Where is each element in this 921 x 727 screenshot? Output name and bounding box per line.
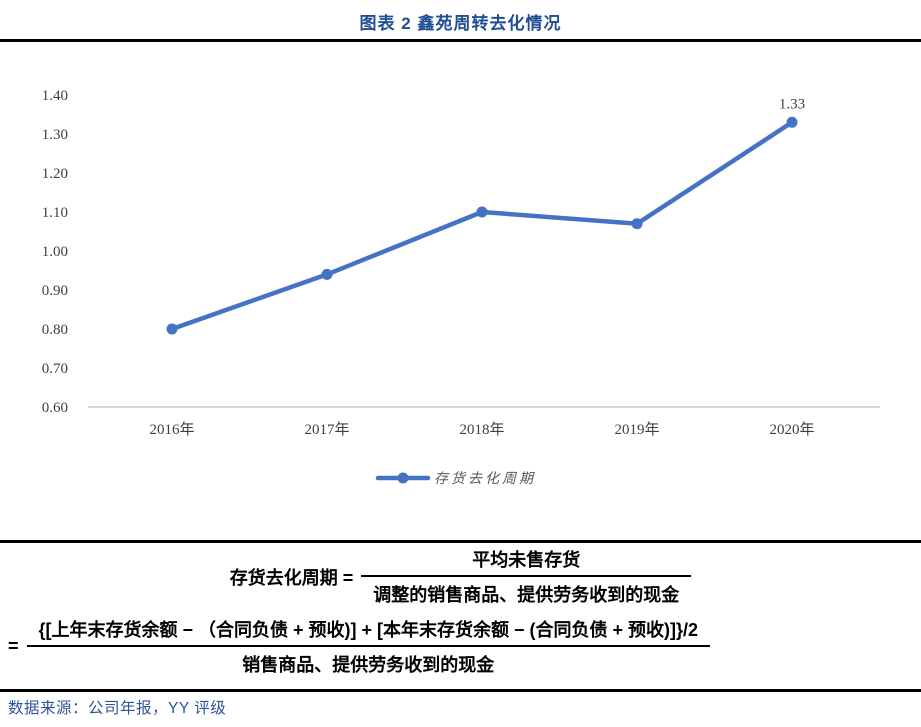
x-tick-label: 2020年 (769, 421, 814, 438)
y-tick-label: 0.60 (42, 400, 68, 416)
fraction-denominator: 销售商品、提供劳务收到的现金 (242, 655, 495, 675)
fraction: 平均未售存货 调整的销售商品、提供劳务收到的现金 (361, 546, 692, 607)
y-tick-label: 1.00 (42, 244, 68, 260)
data-point (166, 323, 178, 335)
formula-expansion: = {[上年末存货余额 − （合同负债 + 预收)] + [本年末存货余额 − … (0, 616, 921, 677)
formula-equals-sign: = (8, 636, 19, 656)
y-tick-label: 1.40 (42, 88, 68, 104)
figure-title: 图表 2 鑫苑周转去化情况 (359, 14, 562, 33)
fraction-numerator: {[上年末存货余额 − （合同负债 + 预收)] + [本年末存货余额 − (合… (26, 616, 711, 647)
data-point (476, 206, 488, 218)
y-tick-label: 1.10 (42, 205, 68, 221)
x-tick-label: 2018年 (459, 421, 504, 438)
x-tick-label: 2016年 (149, 421, 194, 438)
data-label: 1.33 (779, 96, 805, 112)
formula-definition: 存货去化周期 = 平均未售存货 调整的销售商品、提供劳务收到的现金 (0, 546, 921, 607)
y-tick-label: 1.30 (42, 127, 68, 143)
data-point (321, 268, 333, 280)
y-tick-label: 0.70 (42, 361, 68, 377)
data-point (786, 116, 798, 128)
legend-label: 存货去化周期 (434, 471, 536, 487)
chart-canvas: 1.40 1.30 1.20 1.10 1.00 0.90 0.80 0.70 0.60 2016… (42, 88, 880, 487)
x-tick-label: 2017年 (304, 421, 349, 438)
y-tick-label: 0.90 (42, 283, 68, 299)
title-divider (0, 39, 921, 42)
formula-divider (0, 689, 921, 692)
fraction: {[上年末存货余额 − （合同负债 + 预收)] + [本年末存货余额 − (合… (26, 616, 711, 677)
x-tick-label: 2019年 (614, 421, 659, 438)
formula-lhs: 存货去化周期 = (229, 567, 354, 588)
fraction-numerator: 平均未售存货 (361, 546, 692, 577)
y-tick-label: 0.80 (42, 322, 68, 338)
data-source: 数据来源：公司年报，YY 评级 (8, 700, 227, 717)
chart-divider (0, 540, 921, 543)
formula-block: 存货去化周期 = 平均未售存货 调整的销售商品、提供劳务收到的现金 = {[上年… (0, 546, 921, 677)
data-point (631, 218, 643, 230)
series-line (169, 120, 795, 332)
fraction-denominator: 调整的销售商品、提供劳务收到的现金 (373, 585, 680, 605)
y-tick-label: 1.20 (42, 166, 68, 182)
legend-point-marker (397, 472, 409, 484)
